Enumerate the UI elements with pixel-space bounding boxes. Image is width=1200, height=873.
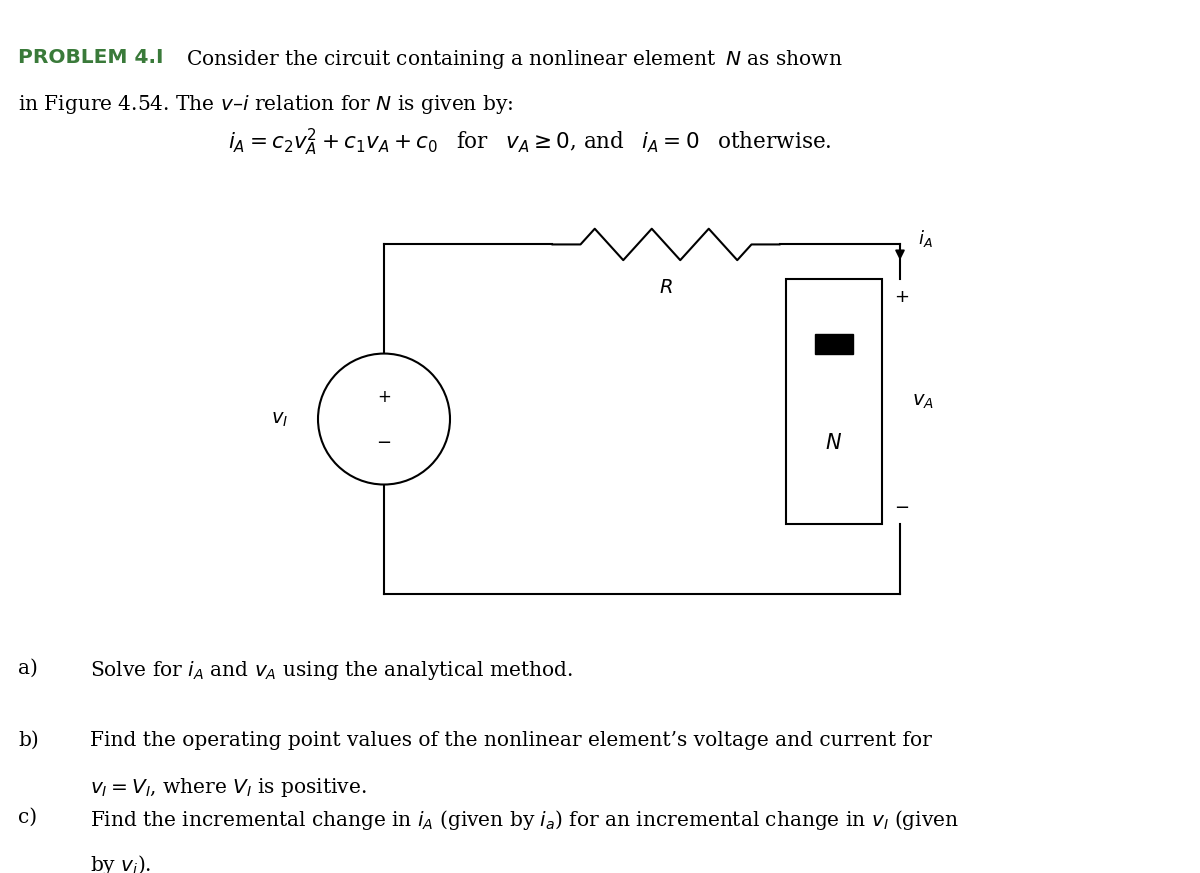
Text: −: −: [377, 435, 391, 452]
Text: +: +: [377, 388, 391, 406]
Text: $R$: $R$: [659, 278, 673, 297]
Text: $N$: $N$: [826, 433, 842, 453]
Text: Consider the circuit containing a nonlinear element  $N$ as shown: Consider the circuit containing a nonlin…: [186, 48, 842, 71]
Text: $v_I$: $v_I$: [271, 409, 288, 429]
Text: $v_I = V_I$, where $V_I$ is positive.: $v_I = V_I$, where $V_I$ is positive.: [90, 776, 367, 799]
Text: Find the operating point values of the nonlinear element’s voltage and current f: Find the operating point values of the n…: [90, 731, 932, 750]
Text: c): c): [18, 808, 37, 827]
Text: $i_A$: $i_A$: [918, 228, 932, 249]
Text: $i_A = c_2 v_A^2 + c_1 v_A + c_0$$\;\;$ for $\;\; v_A \geq 0$, and $\;\; i_A = 0: $i_A = c_2 v_A^2 + c_1 v_A + c_0$$\;\;$ …: [228, 127, 832, 158]
Text: +: +: [894, 288, 910, 306]
Text: Solve for $i_A$ and $v_A$ using the analytical method.: Solve for $i_A$ and $v_A$ using the anal…: [90, 659, 572, 682]
Text: $v_A$: $v_A$: [912, 392, 934, 411]
Ellipse shape: [318, 354, 450, 485]
Text: −: −: [894, 499, 910, 517]
Bar: [786, 279, 882, 524]
Text: in Figure 4.54. The $v$–$i$ relation for $N$ is given by:: in Figure 4.54. The $v$–$i$ relation for…: [18, 93, 514, 116]
Text: Find the incremental change in $i_A$ (given by $i_a$) for an incremental change : Find the incremental change in $i_A$ (gi…: [90, 808, 959, 831]
Text: b): b): [18, 731, 38, 750]
Text: PROBLEM 4.I: PROBLEM 4.I: [18, 48, 163, 67]
Text: by $v_i$).: by $v_i$).: [90, 853, 151, 873]
Text: a): a): [18, 659, 38, 678]
Bar: [815, 334, 853, 354]
